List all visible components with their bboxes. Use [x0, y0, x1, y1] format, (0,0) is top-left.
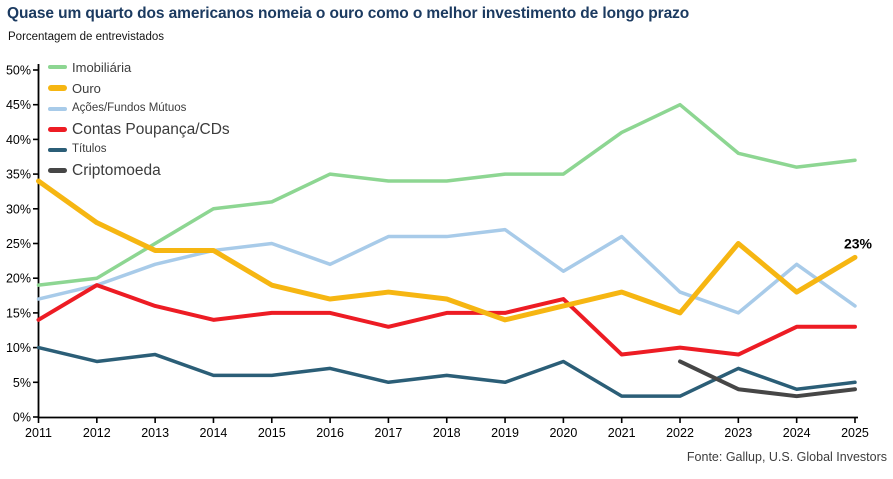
y-tick-label: 45%: [6, 98, 31, 112]
x-tick-label: 2016: [316, 426, 344, 440]
x-tick-label: 2019: [491, 426, 519, 440]
y-tick-label: 20%: [6, 272, 31, 286]
legend-swatch-imobiliaria: [48, 65, 67, 70]
x-tick-label: 2017: [375, 426, 403, 440]
series-line-contas-poupanca-cds: [36, 283, 857, 357]
chart-title: Quase um quarto dos americanos nomeia o …: [7, 5, 690, 22]
y-tick-label: 10%: [6, 341, 31, 355]
y-tick-label: 0%: [13, 411, 31, 425]
legend-item-criptomoeda: Criptomoeda: [48, 160, 230, 181]
series-line-acoes-fundos-mutuos: [36, 227, 857, 315]
legend-swatch-titulos: [48, 148, 67, 153]
legend-swatch-criptomoeda: [48, 168, 67, 174]
legend-item-imobiliaria: Imobiliária: [48, 57, 230, 78]
x-tick-label: 2018: [433, 426, 461, 440]
legend: Imobiliária Ouro Ações/Fundos Mútuos Contas…: [48, 57, 230, 181]
legend-swatch-acoes-fundos-mutuos: [48, 106, 67, 111]
legend-label-ouro: Ouro: [72, 80, 101, 96]
legend-label-contas-poupanca-cds: Contas Poupança/CDs: [72, 120, 230, 138]
x-tick-label: 2023: [724, 426, 752, 440]
y-tick-label: 25%: [6, 237, 31, 251]
x-tick-label: 2013: [141, 426, 169, 440]
annotation-gold-value: 23%: [844, 235, 873, 251]
y-tick-label: 40%: [6, 133, 31, 147]
x-tick-label: 2012: [83, 426, 111, 440]
legend-label-imobiliaria: Imobiliária: [72, 59, 132, 75]
legend-item-ouro: Ouro: [48, 78, 230, 99]
y-tick-label: 35%: [6, 168, 31, 182]
legend-swatch-ouro: [48, 85, 67, 91]
series-line-ouro: [36, 178, 858, 323]
x-tick-label: 2020: [549, 426, 577, 440]
legend-swatch-contas-poupanca-cds: [48, 126, 67, 132]
y-tick-label: 30%: [6, 202, 31, 216]
x-tick-label: 2011: [25, 426, 52, 440]
legend-item-acoes-fundos-mutuos: Ações/Fundos Mútuos: [48, 98, 230, 119]
legend-label-titulos: Títulos: [72, 143, 107, 156]
series-line-criptomoeda: [678, 359, 857, 399]
x-tick-label: 2021: [608, 426, 636, 440]
legend-item-contas-poupanca-cds: Contas Poupança/CDs: [48, 119, 230, 140]
y-tick-label: 5%: [13, 376, 31, 390]
y-tick-label: 15%: [6, 306, 31, 320]
x-tick-label: 2025: [841, 426, 869, 440]
series-line-titulos: [36, 345, 857, 398]
series-line-imobiliaria: [36, 102, 857, 287]
x-tick-label: 2014: [200, 426, 228, 440]
legend-item-titulos: Títulos: [48, 140, 230, 161]
legend-label-acoes-fundos-mutuos: Ações/Fundos Mútuos: [72, 101, 187, 114]
x-tick-label: 2022: [666, 426, 694, 440]
chart-subtitle: Porcentagem de entrevistados: [8, 31, 164, 43]
x-tick-label: 2024: [783, 426, 811, 440]
legend-label-criptomoeda: Criptomoeda: [72, 162, 161, 180]
x-tick-label: 2015: [258, 426, 286, 440]
source-credit: Fonte: Gallup, U.S. Global Investors: [686, 450, 887, 464]
y-tick-label: 50%: [6, 64, 31, 78]
